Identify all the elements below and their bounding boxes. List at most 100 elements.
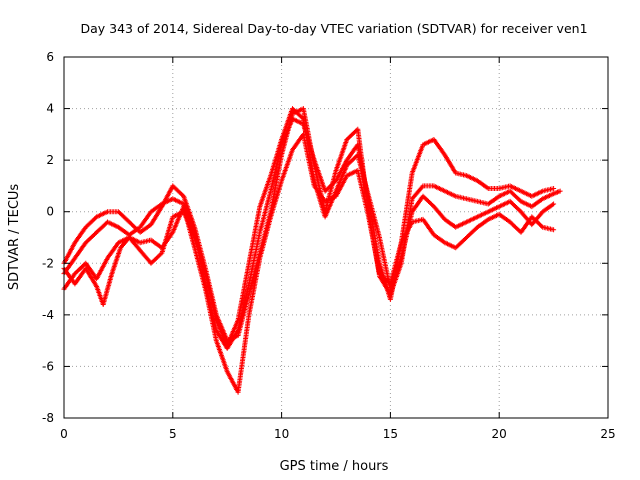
x-tick-label: 10: [274, 427, 289, 441]
data-point-run: [377, 271, 392, 286]
data-point-run: [148, 251, 164, 266]
data-point-run: [431, 137, 447, 157]
data-point-run: [322, 194, 338, 204]
data-point-run: [246, 257, 262, 318]
data-point-run: [126, 225, 142, 238]
data-point-run: [420, 137, 436, 148]
data-point-run: [148, 202, 164, 215]
data-point-run: [496, 211, 512, 224]
data-point-run: [268, 154, 284, 215]
series-track-4: [61, 131, 557, 395]
data-point-run: [115, 209, 131, 224]
data-point-run: [442, 152, 458, 175]
data-point-run: [83, 230, 99, 246]
data-point-run: [235, 262, 252, 323]
y-axis-label: SDTVAR / TECUs: [7, 184, 22, 291]
data-point-run: [355, 152, 371, 198]
x-tick-label: 20: [492, 427, 507, 441]
data-point: [551, 227, 557, 233]
data-point: [551, 201, 557, 207]
data-point: [557, 188, 563, 194]
data-series: [61, 106, 563, 395]
data-point-run: [322, 179, 338, 194]
x-ticks: 0 5 10 15 20 25: [60, 57, 616, 441]
x-tick-label: 5: [169, 427, 177, 441]
data-point-run: [202, 271, 219, 321]
data-point-run: [72, 261, 88, 277]
data-point-run: [72, 241, 88, 261]
y-tick-label: 2: [46, 153, 54, 167]
data-point-run: [290, 133, 305, 153]
series-track-1: [61, 106, 563, 344]
y-tick-label: 0: [46, 205, 54, 219]
data-point-run: [453, 236, 468, 251]
grid-lines: [64, 57, 608, 418]
data-point-run: [105, 241, 120, 261]
data-point-run: [529, 197, 544, 210]
data-point-run: [83, 215, 99, 230]
data-point-run: [344, 153, 360, 168]
data-point-run: [235, 293, 252, 338]
data-point-run: [94, 220, 109, 235]
data-point-run: [72, 267, 88, 287]
data-point-run: [105, 219, 120, 229]
data-point-run: [474, 178, 490, 191]
data-point-run: [268, 143, 284, 194]
data-point-run: [100, 272, 114, 307]
data-point-run: [398, 220, 414, 246]
data-point-run: [311, 157, 328, 193]
data-point: [551, 186, 557, 192]
data-point-run: [540, 202, 555, 215]
data-point-run: [137, 210, 153, 230]
data-point-run: [485, 204, 501, 215]
data-point-run: [464, 215, 479, 225]
data-point-run: [453, 220, 468, 230]
data-point-run: [409, 184, 425, 202]
data-point-run: [257, 174, 273, 210]
data-point-run: [420, 193, 436, 208]
data-point-run: [213, 338, 230, 373]
data-point-run: [311, 183, 327, 203]
y-tick-label: -8: [42, 411, 54, 425]
data-point-run: [94, 257, 110, 282]
y-tick-label: -6: [42, 359, 54, 373]
data-point-run: [474, 198, 490, 207]
data-point-run: [431, 232, 447, 245]
data-point-run: [159, 231, 175, 251]
data-point-run: [333, 164, 349, 194]
y-ticks: -8 -6 -4 -2 0 2 4 6: [42, 50, 608, 425]
data-point-run: [137, 247, 153, 265]
data-point-run: [409, 143, 425, 176]
data-point-run: [453, 170, 468, 178]
data-point-run: [344, 168, 359, 179]
data-point-run: [181, 204, 197, 249]
data-point-run: [464, 173, 479, 183]
data-point-run: [366, 193, 382, 239]
data-point-run: [431, 204, 447, 221]
data-point-run: [148, 205, 164, 228]
x-tick-label: 15: [383, 427, 398, 441]
data-point-run: [83, 260, 99, 280]
data-point-run: [268, 179, 284, 220]
data-point-run: [507, 219, 523, 234]
data-point-run: [507, 183, 523, 193]
data-point-run: [94, 209, 109, 220]
data-point-run: [453, 193, 468, 201]
data-point-run: [507, 188, 523, 203]
x-tick-label: 0: [60, 427, 68, 441]
data-point-run: [159, 197, 174, 207]
data-point-run: [474, 209, 490, 220]
data-point-run: [170, 196, 185, 206]
data-point-run: [257, 190, 273, 235]
data-point-run: [224, 318, 240, 349]
data-point-run: [235, 313, 252, 395]
data-point-run: [333, 159, 349, 184]
x-tick-label: 25: [600, 427, 615, 441]
data-point-run: [420, 216, 436, 237]
data-point-run: [83, 265, 99, 288]
data-point-run: [518, 215, 534, 235]
data-point-run: [268, 138, 284, 179]
data-point-run: [540, 224, 555, 232]
data-point-run: [507, 198, 523, 214]
